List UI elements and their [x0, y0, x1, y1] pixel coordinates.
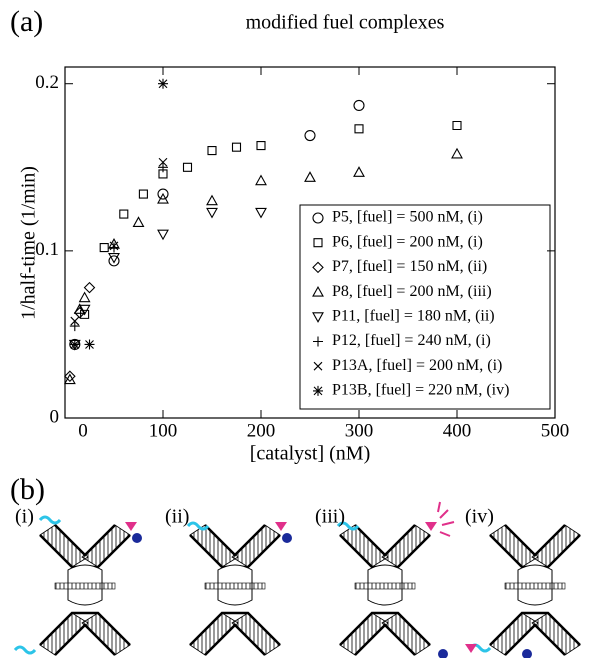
legend-label: P7, [fuel] = 150 nM, (ii): [332, 258, 487, 275]
data-point: [108, 255, 120, 267]
toehold: [336, 521, 360, 531]
data-point: [78, 291, 91, 303]
fluorophore: [125, 522, 137, 531]
data-point: [132, 216, 145, 227]
data-point: [206, 207, 218, 219]
diagram-label: (iv): [465, 506, 494, 528]
data-point: [63, 373, 76, 385]
data-point: [353, 99, 365, 111]
data-point: [119, 209, 129, 219]
data-point: [158, 157, 168, 167]
data-point: [158, 78, 168, 89]
data-point: [157, 229, 169, 241]
x-tick-label: 0: [78, 420, 88, 441]
data-point: [304, 130, 316, 142]
toehold: [13, 645, 37, 655]
legend-marker: [313, 361, 323, 371]
data-point: [256, 141, 266, 151]
x-axis-label: [catalyst] (nM): [250, 443, 371, 465]
legend-marker: [312, 212, 324, 224]
toehold: [38, 515, 62, 525]
data-point: [80, 309, 90, 319]
y-tick-label: 0.2: [35, 72, 59, 93]
chart-title: modified fuel complexes: [246, 12, 445, 34]
data-point: [83, 281, 96, 294]
data-point: [69, 339, 80, 350]
legend-label: P13B, [fuel] = 220 nM, (iv): [332, 382, 509, 399]
diagram-label: (ii): [165, 506, 189, 528]
data-point: [84, 339, 95, 350]
x-tick-label: 500: [541, 420, 570, 441]
data-point: [157, 192, 169, 204]
data-point: [78, 304, 91, 316]
data-point: [452, 120, 462, 131]
legend-marker: [312, 285, 324, 297]
panel-label: (b): [10, 473, 45, 506]
diagram-label: (iii): [315, 506, 345, 528]
fluorophore: [425, 522, 437, 531]
x-tick-label: 400: [443, 420, 472, 441]
data-point: [182, 162, 193, 172]
plot-frame: [64, 66, 556, 419]
duplex-diagram: [38, 523, 132, 657]
data-point: [99, 242, 109, 253]
quencher: [132, 533, 142, 543]
data-point: [158, 162, 168, 173]
data-point: [255, 174, 267, 186]
y-axis-label: 1/half-time (1/min): [18, 166, 40, 320]
x-tick-label: 300: [345, 420, 374, 441]
data-point: [108, 252, 120, 264]
legend-marker: [312, 261, 324, 274]
emission: [437, 501, 455, 537]
data-point: [353, 166, 365, 177]
diagram-label: (i): [15, 506, 34, 528]
duplex-diagram: [488, 523, 582, 657]
panel-label: (a): [10, 5, 43, 38]
legend-marker: [312, 312, 324, 323]
legend-box: [299, 204, 551, 410]
data-point: [451, 147, 463, 159]
legend-label: P6, [fuel] = 200 nM, (i): [332, 233, 483, 250]
quencher: [282, 533, 292, 543]
legend-label: P13A, [fuel] = 200 nM, (i): [332, 357, 502, 374]
legend-marker: [313, 336, 323, 347]
x-tick-label: 100: [149, 420, 178, 441]
toehold: [186, 521, 210, 531]
data-point: [138, 189, 148, 199]
data-point: [207, 146, 217, 156]
data-point: [70, 316, 80, 326]
x-tick-label: 200: [247, 420, 276, 441]
legend-label: P11, [fuel] = 180 nM, (ii): [332, 307, 495, 324]
duplex-diagram: [338, 523, 432, 657]
legend-label: P8, [fuel] = 200 nM, (iii): [332, 283, 492, 300]
data-point: [354, 124, 364, 134]
legend-label: P5, [fuel] = 500 nM, (i): [332, 209, 483, 226]
data-point: [64, 370, 76, 382]
data-point: [255, 207, 267, 219]
y-tick-label: 0.1: [35, 239, 59, 260]
data-point: [109, 242, 119, 253]
data-point: [109, 241, 119, 251]
legend-marker: [313, 385, 323, 396]
legend-marker: [313, 238, 323, 248]
fluorophore: [275, 522, 287, 531]
duplex-diagram: [188, 523, 282, 657]
data-point: [73, 303, 86, 314]
diagrams: [13, 501, 582, 658]
y-tick-label: 0: [50, 406, 60, 427]
data-point: [304, 171, 316, 182]
data-point: [206, 194, 218, 206]
data-point: [157, 188, 169, 200]
legend-label: P12, [fuel] = 240 nM, (i): [332, 332, 491, 349]
data-point: [231, 142, 242, 152]
data-point: [69, 321, 80, 332]
fluorophore: [465, 644, 477, 653]
data-point: [158, 169, 168, 179]
quencher: [522, 649, 532, 658]
quencher: [438, 649, 448, 658]
